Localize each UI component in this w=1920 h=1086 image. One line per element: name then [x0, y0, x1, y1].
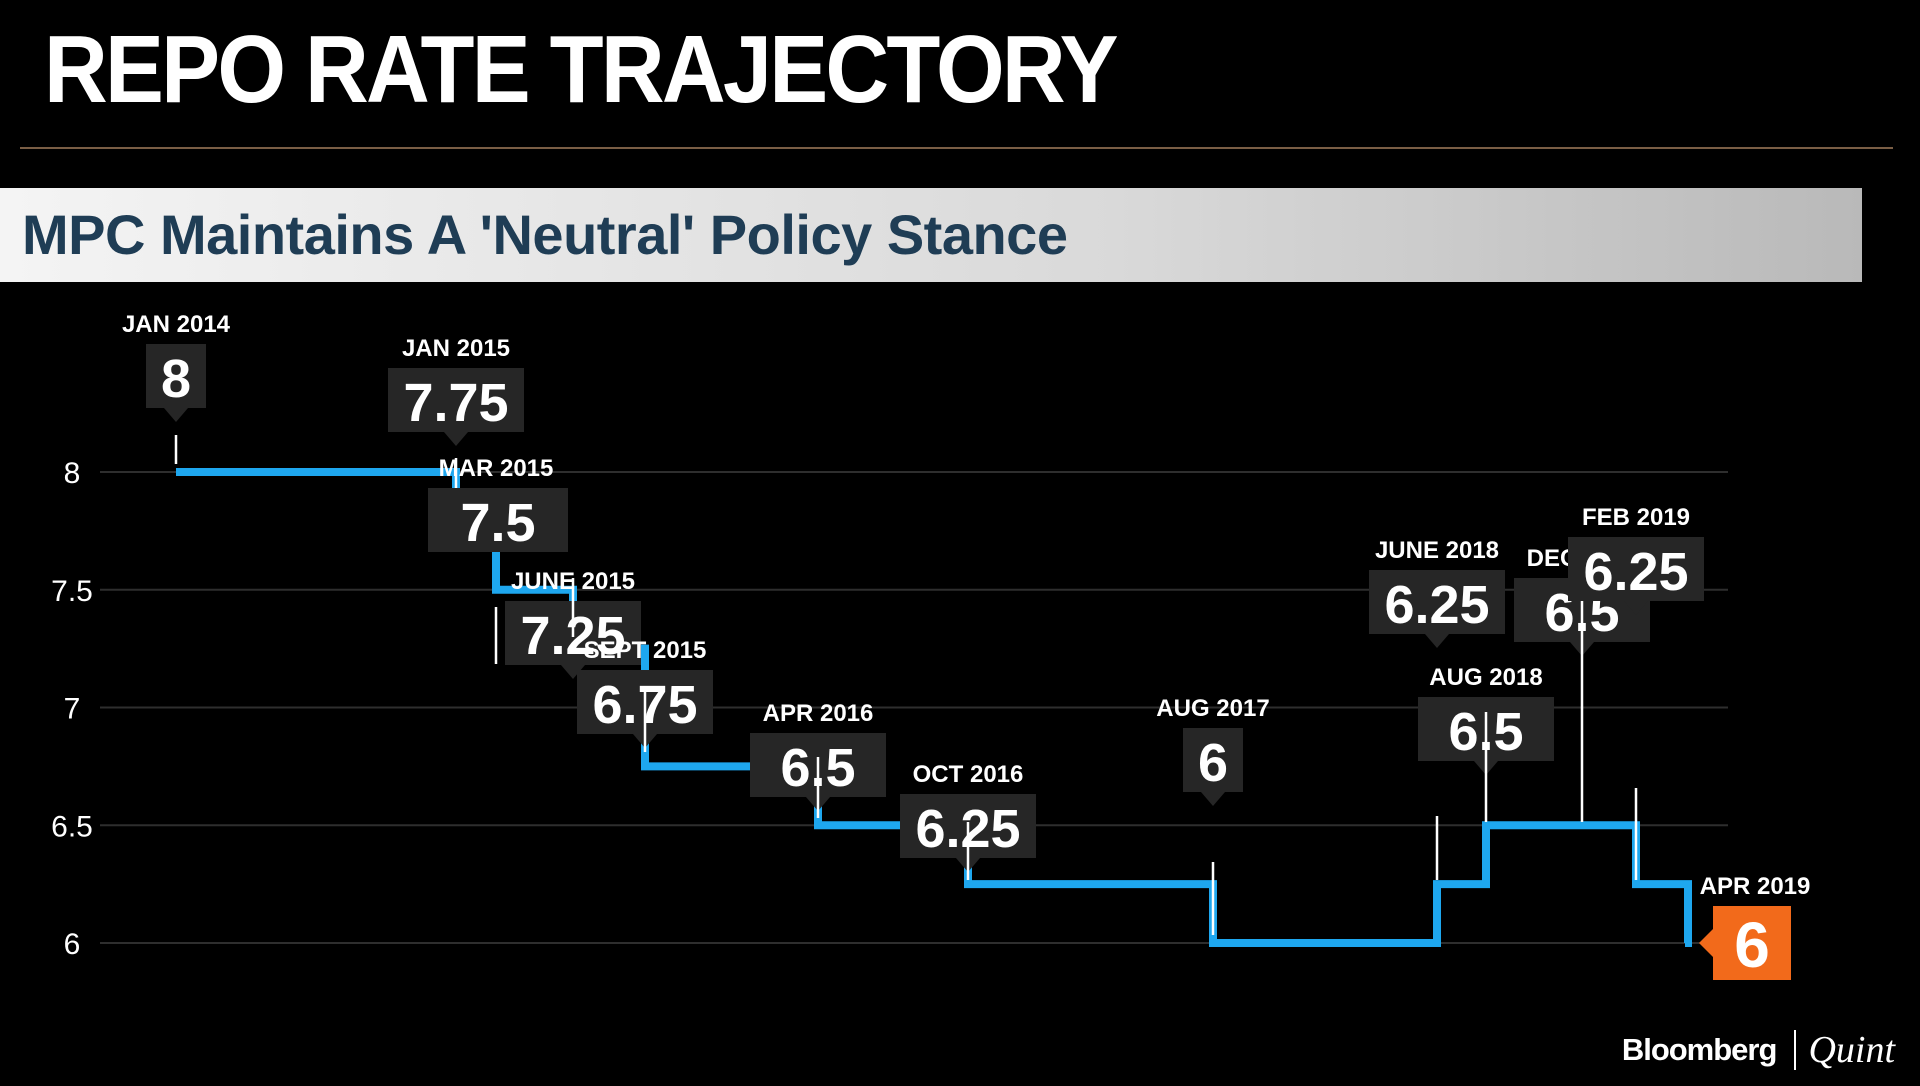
data-label: 6.25: [1583, 542, 1688, 602]
data-label: 6: [1734, 909, 1770, 981]
label-box: [505, 601, 641, 679]
data-callout: 7.5 MAR 2015: [428, 455, 568, 664]
data-label: 7.75: [403, 373, 508, 433]
date-label: OCT 2016: [913, 761, 1024, 788]
label-box: [146, 344, 206, 422]
data-callout: 7.75 JAN 2015: [388, 335, 524, 522]
date-label: JAN 2014: [122, 311, 231, 338]
y-tick-label: 7.5: [51, 575, 93, 608]
data-label: 6.25: [1384, 575, 1489, 635]
y-tick-label: 8: [64, 457, 81, 490]
data-callout: 6 APR 2019: [1699, 873, 1810, 981]
y-tick-label: 7: [64, 693, 81, 726]
date-label: AUG 2018: [1429, 664, 1542, 691]
data-callout: 8 JAN 2014: [122, 311, 231, 464]
subtitle-banner: MPC Maintains A 'Neutral' Policy Stance: [0, 188, 1862, 282]
date-label: APR 2016: [763, 700, 874, 727]
label-box: [1369, 570, 1505, 648]
label-box: [1183, 728, 1243, 806]
y-tick-label: 6.5: [51, 810, 93, 843]
chart-subtitle: MPC Maintains A 'Neutral' Policy Stance: [22, 203, 1068, 266]
brand-quint: Quint: [1808, 1029, 1895, 1071]
data-label: 7.5: [460, 493, 535, 553]
data-callout: 6 AUG 2017: [1156, 695, 1270, 935]
data-label: 6: [1198, 733, 1228, 793]
brand-bloomberg: Bloomberg: [1621, 1032, 1778, 1067]
label-box: [1568, 537, 1704, 615]
data-callout: 6.25 JUNE 2018: [1369, 537, 1505, 880]
date-label: APR 2019: [1700, 873, 1811, 900]
date-label: JUNE 2018: [1375, 537, 1499, 564]
label-box: [428, 488, 568, 552]
data-label: 8: [161, 349, 191, 409]
date-label: SEPT 2015: [584, 637, 707, 664]
label-box: [388, 368, 524, 446]
y-tick-label: 6: [64, 928, 81, 961]
brand-logo: Bloomberg Quint: [1622, 1028, 1895, 1072]
date-label: JAN 2015: [402, 335, 510, 362]
page-title: REPO RATE TRAJECTORY: [44, 16, 1119, 123]
date-label: MAR 2015: [439, 455, 554, 482]
title-divider: [20, 147, 1893, 149]
highlight-label-box: [1699, 906, 1791, 980]
data-callout: 6.25 FEB 2019: [1568, 504, 1704, 880]
date-label: AUG 2017: [1156, 695, 1269, 722]
brand-separator: [1794, 1030, 1797, 1070]
date-label: FEB 2019: [1582, 504, 1690, 531]
